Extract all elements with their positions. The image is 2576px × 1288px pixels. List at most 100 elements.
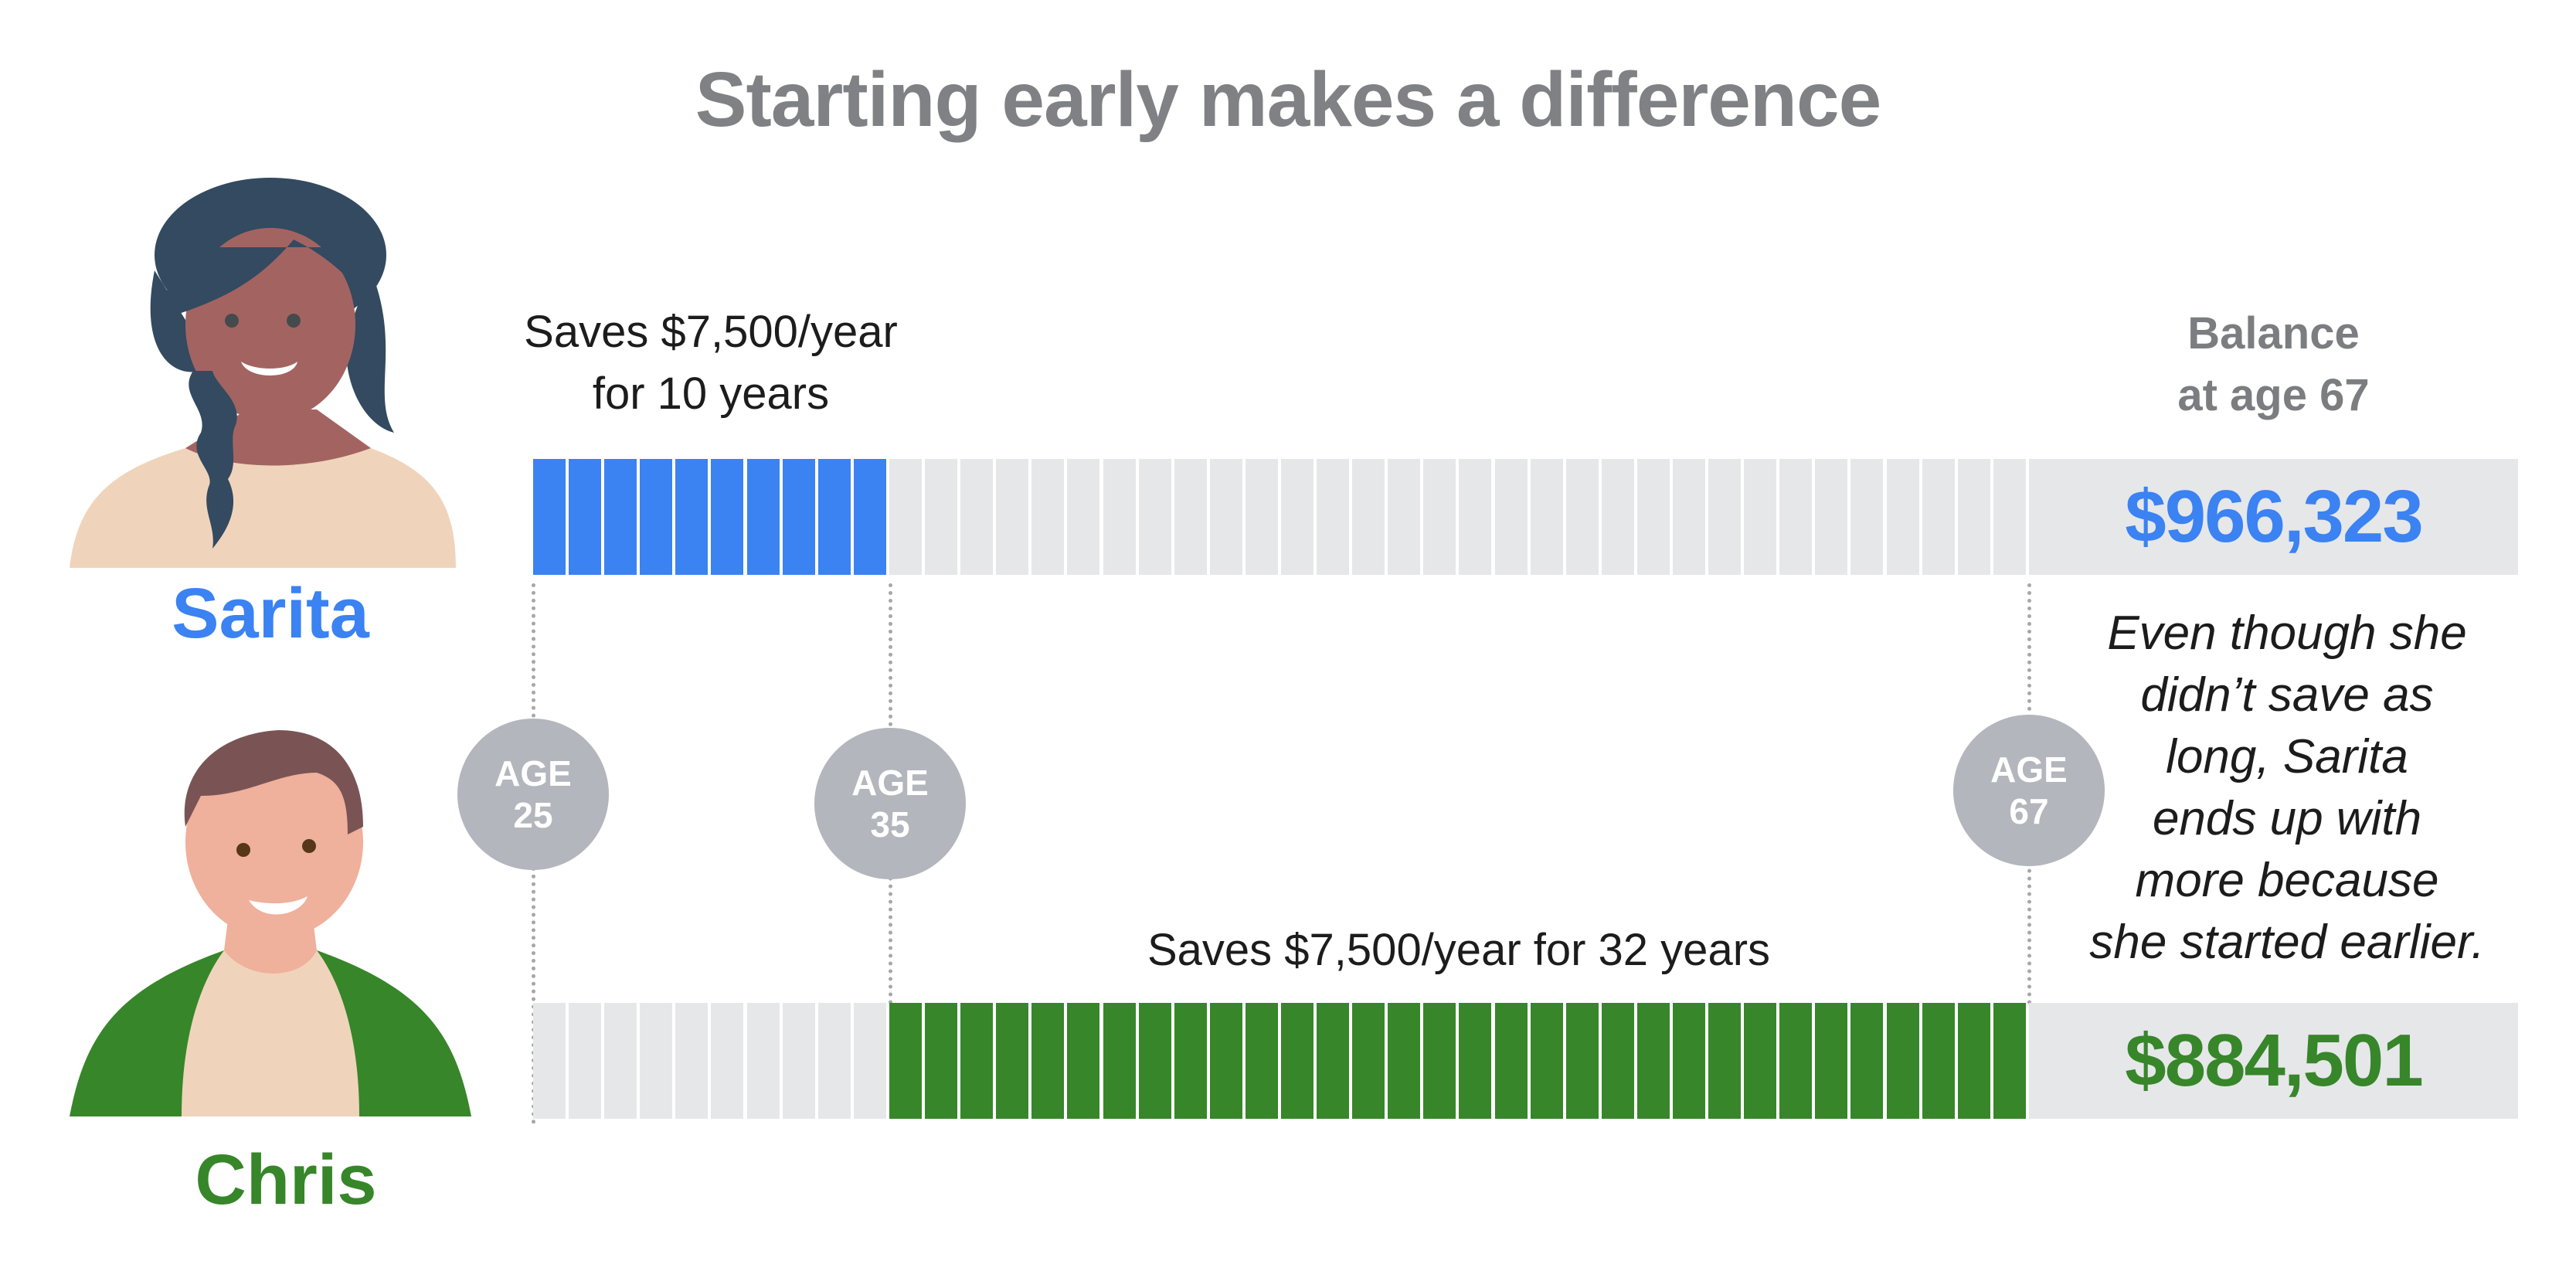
- sarita-balance: $966,323: [2029, 459, 2518, 575]
- bar-segment: [1993, 459, 2026, 575]
- bar-segment: [960, 1003, 994, 1119]
- chris-name: Chris: [195, 1140, 377, 1219]
- bar-segment: [1708, 459, 1742, 575]
- bar-segment: [1636, 459, 1670, 575]
- bar-segment: [1744, 459, 1777, 575]
- bar-segment: [1673, 1003, 1705, 1119]
- bar-segment: [1886, 1003, 1919, 1119]
- sarita-label-line1: Saves $7,500/year: [524, 307, 898, 357]
- bar-segment: [1850, 459, 1884, 575]
- bar-segment: [1388, 459, 1421, 575]
- bar-segment: [675, 1003, 709, 1119]
- bar-segment: [1245, 1003, 1278, 1119]
- bar-segment: [1352, 1003, 1385, 1119]
- chris-avatar-icon: [70, 730, 471, 1116]
- note-line: more because: [2135, 854, 2439, 907]
- bar-segment: [1993, 1003, 2026, 1119]
- age-value: 25: [513, 795, 553, 835]
- bar-segment: [1280, 1003, 1313, 1119]
- bar-segment: [782, 459, 815, 575]
- bar-segment: [1280, 459, 1313, 575]
- bar-segment: [1815, 459, 1848, 575]
- chris-savings-label: Saves $7,500/year for 32 years: [1147, 925, 1771, 975]
- bar-segment: [1673, 459, 1705, 575]
- bar-segment: [1565, 1003, 1599, 1119]
- bar-segment: [889, 1003, 922, 1119]
- bar-segment: [1067, 1003, 1100, 1119]
- age-35-marker: AGE 35: [814, 728, 966, 879]
- bar-segment: [1922, 459, 1955, 575]
- bar-segment: [1209, 1003, 1242, 1119]
- bar-segment: [1565, 459, 1599, 575]
- sarita-savings-label: Saves $7,500/year for 10 years: [479, 301, 943, 425]
- bar-segment: [889, 459, 922, 575]
- bar-segment: [1494, 1003, 1528, 1119]
- bar-segment: [675, 459, 709, 575]
- balance-header-line2: at age 67: [2177, 370, 2370, 420]
- sarita-bar: [533, 459, 2029, 575]
- bar-segment: [604, 1003, 637, 1119]
- bar-segment: [1922, 1003, 1955, 1119]
- bar-segment: [1245, 459, 1278, 575]
- bar-segment: [1530, 459, 1563, 575]
- bar-segment: [746, 1003, 780, 1119]
- note-line: ends up with: [2152, 792, 2422, 845]
- bar-segment: [1850, 1003, 1884, 1119]
- bar-segment: [569, 459, 602, 575]
- bar-segment: [1779, 1003, 1813, 1119]
- bar-segment: [1031, 459, 1065, 575]
- note-line: Even though she: [2107, 607, 2467, 660]
- bar-segment: [746, 459, 780, 575]
- chris-balance: $884,501: [2029, 1003, 2518, 1119]
- bar-segment: [711, 1003, 744, 1119]
- age-value: 67: [2009, 791, 2049, 831]
- chart-title: Starting early makes a difference: [695, 56, 1881, 143]
- chris-empty-segments: [533, 1003, 889, 1119]
- age-value: 35: [870, 804, 910, 845]
- age-25-marker: AGE 25: [457, 719, 609, 870]
- annotation-note: Even though she didn’t save as long, Sar…: [2040, 603, 2534, 974]
- bar-segment: [1317, 1003, 1350, 1119]
- bar-segment: [1494, 459, 1528, 575]
- bar-segment: [604, 459, 637, 575]
- bar-segment: [1459, 459, 1492, 575]
- bar-segment: [1388, 1003, 1421, 1119]
- balance-header: Balance at age 67: [2029, 303, 2518, 427]
- note-line: she started earlier.: [2089, 916, 2485, 969]
- bar-segment: [1067, 459, 1100, 575]
- bar-segment: [1636, 1003, 1670, 1119]
- bar-segment: [1744, 1003, 1777, 1119]
- bar-segment: [1601, 459, 1634, 575]
- bar-segment: [711, 459, 744, 575]
- age-label: AGE: [1990, 749, 2068, 790]
- bar-segment: [1174, 459, 1207, 575]
- note-line: long, Sarita: [2166, 730, 2408, 783]
- bar-segment: [1138, 459, 1171, 575]
- bar-segment: [533, 1003, 566, 1119]
- bar-segment: [1031, 1003, 1065, 1119]
- bar-segment: [817, 459, 851, 575]
- note-line: didn’t save as: [2140, 668, 2434, 722]
- bar-segment: [1779, 459, 1813, 575]
- bar-segment: [782, 1003, 815, 1119]
- sarita-label-line2: for 10 years: [592, 369, 830, 419]
- sarita-name: Sarita: [172, 574, 369, 653]
- bar-segment: [1352, 459, 1385, 575]
- bar-segment: [960, 459, 994, 575]
- bar-segment: [1530, 1003, 1563, 1119]
- chris-filled-segments: [889, 1003, 2029, 1119]
- sarita-avatar-icon: [70, 178, 456, 568]
- bar-segment: [925, 459, 958, 575]
- bar-segment: [1601, 1003, 1634, 1119]
- bar-segment: [853, 1003, 886, 1119]
- bar-segment: [996, 459, 1029, 575]
- bar-segment: [640, 459, 673, 575]
- bar-segment: [533, 459, 566, 575]
- bar-segment: [1957, 459, 1990, 575]
- bar-segment: [1957, 1003, 1990, 1119]
- chris-bar: [533, 1003, 2029, 1119]
- bar-segment: [1174, 1003, 1207, 1119]
- bar-segment: [569, 1003, 602, 1119]
- bar-segment: [1886, 459, 1919, 575]
- bar-segment: [1103, 1003, 1136, 1119]
